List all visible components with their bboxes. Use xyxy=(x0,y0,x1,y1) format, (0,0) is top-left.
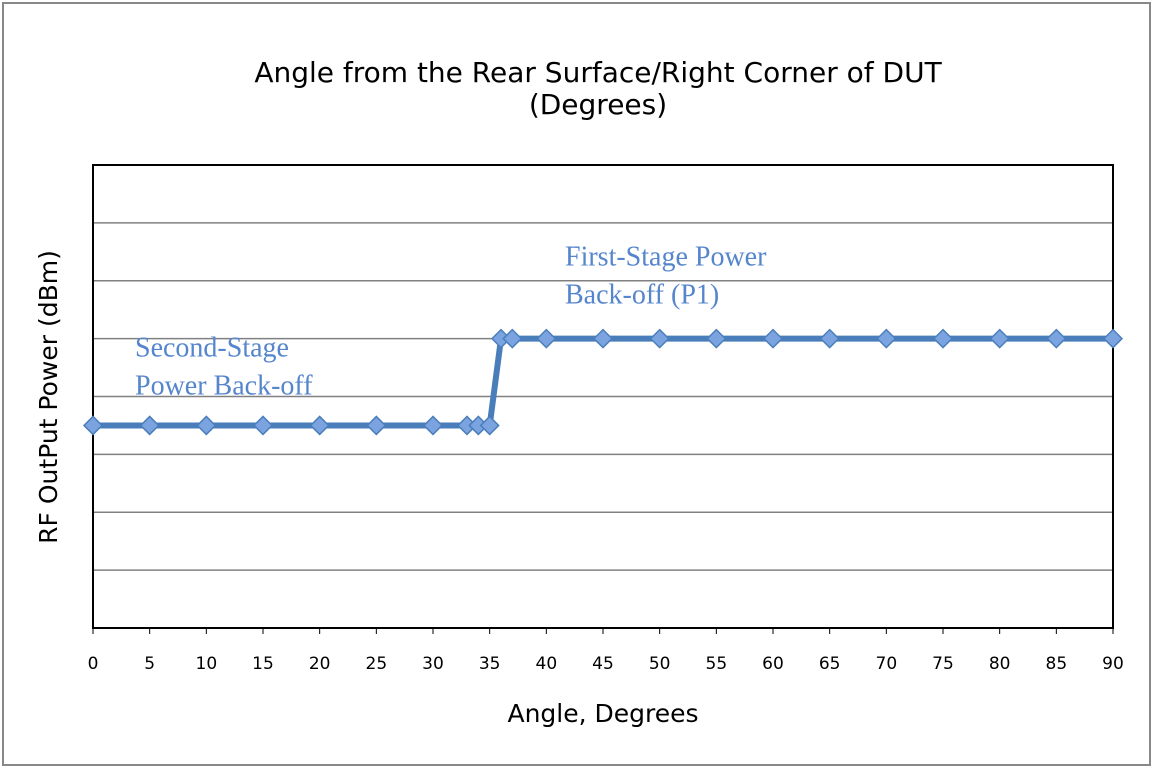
marker xyxy=(536,328,557,349)
x-tick-label: 5 xyxy=(144,654,155,674)
marker xyxy=(989,328,1010,349)
x-tick-label: 10 xyxy=(196,654,218,674)
marker xyxy=(819,328,840,349)
marker xyxy=(366,415,387,436)
x-tick-label: 30 xyxy=(422,654,444,674)
marker xyxy=(82,415,104,436)
x-tick-label: 55 xyxy=(706,654,728,674)
x-tick-label: 15 xyxy=(252,654,274,674)
marker xyxy=(1046,328,1067,349)
marker xyxy=(309,415,330,436)
x-tick-label: 65 xyxy=(819,654,841,674)
x-tick-label: 45 xyxy=(592,654,614,674)
marker xyxy=(139,415,160,436)
marker xyxy=(592,328,614,349)
x-tick-label: 40 xyxy=(536,654,558,674)
annotation: Back-off (P1) xyxy=(565,279,719,310)
marker xyxy=(1102,328,1124,349)
x-tick-label: 80 xyxy=(989,654,1011,674)
x-tick-label: 50 xyxy=(649,654,671,674)
marker xyxy=(196,415,217,436)
marker xyxy=(649,328,670,349)
chart-title: Angle from the Rear Surface/Right Corner… xyxy=(254,56,942,89)
x-tick-label: 20 xyxy=(309,654,331,674)
x-tick-label: 75 xyxy=(932,654,954,674)
x-tick-label: 25 xyxy=(366,654,388,674)
x-tick-label: 85 xyxy=(1046,654,1068,674)
x-tick-label: 70 xyxy=(876,654,898,674)
annotation: First-Stage Power xyxy=(565,241,767,272)
marker xyxy=(876,328,897,349)
marker xyxy=(252,415,274,436)
annotation: Second-Stage xyxy=(135,332,289,363)
chart-title: (Degrees) xyxy=(529,88,667,121)
marker xyxy=(502,328,523,349)
marker xyxy=(706,328,727,349)
marker xyxy=(479,415,500,436)
marker xyxy=(762,328,784,349)
x-tick-label: 90 xyxy=(1102,654,1124,674)
annotation: Power Back-off xyxy=(135,370,313,401)
marker xyxy=(422,415,444,436)
marker xyxy=(932,328,954,349)
x-tick-label: 0 xyxy=(88,654,99,674)
x-tick-label: 60 xyxy=(762,654,784,674)
y-axis-label: RF OutPut Power (dBm) xyxy=(34,250,63,544)
x-tick-label: 35 xyxy=(479,654,501,674)
x-axis-label: Angle, Degrees xyxy=(507,699,698,728)
